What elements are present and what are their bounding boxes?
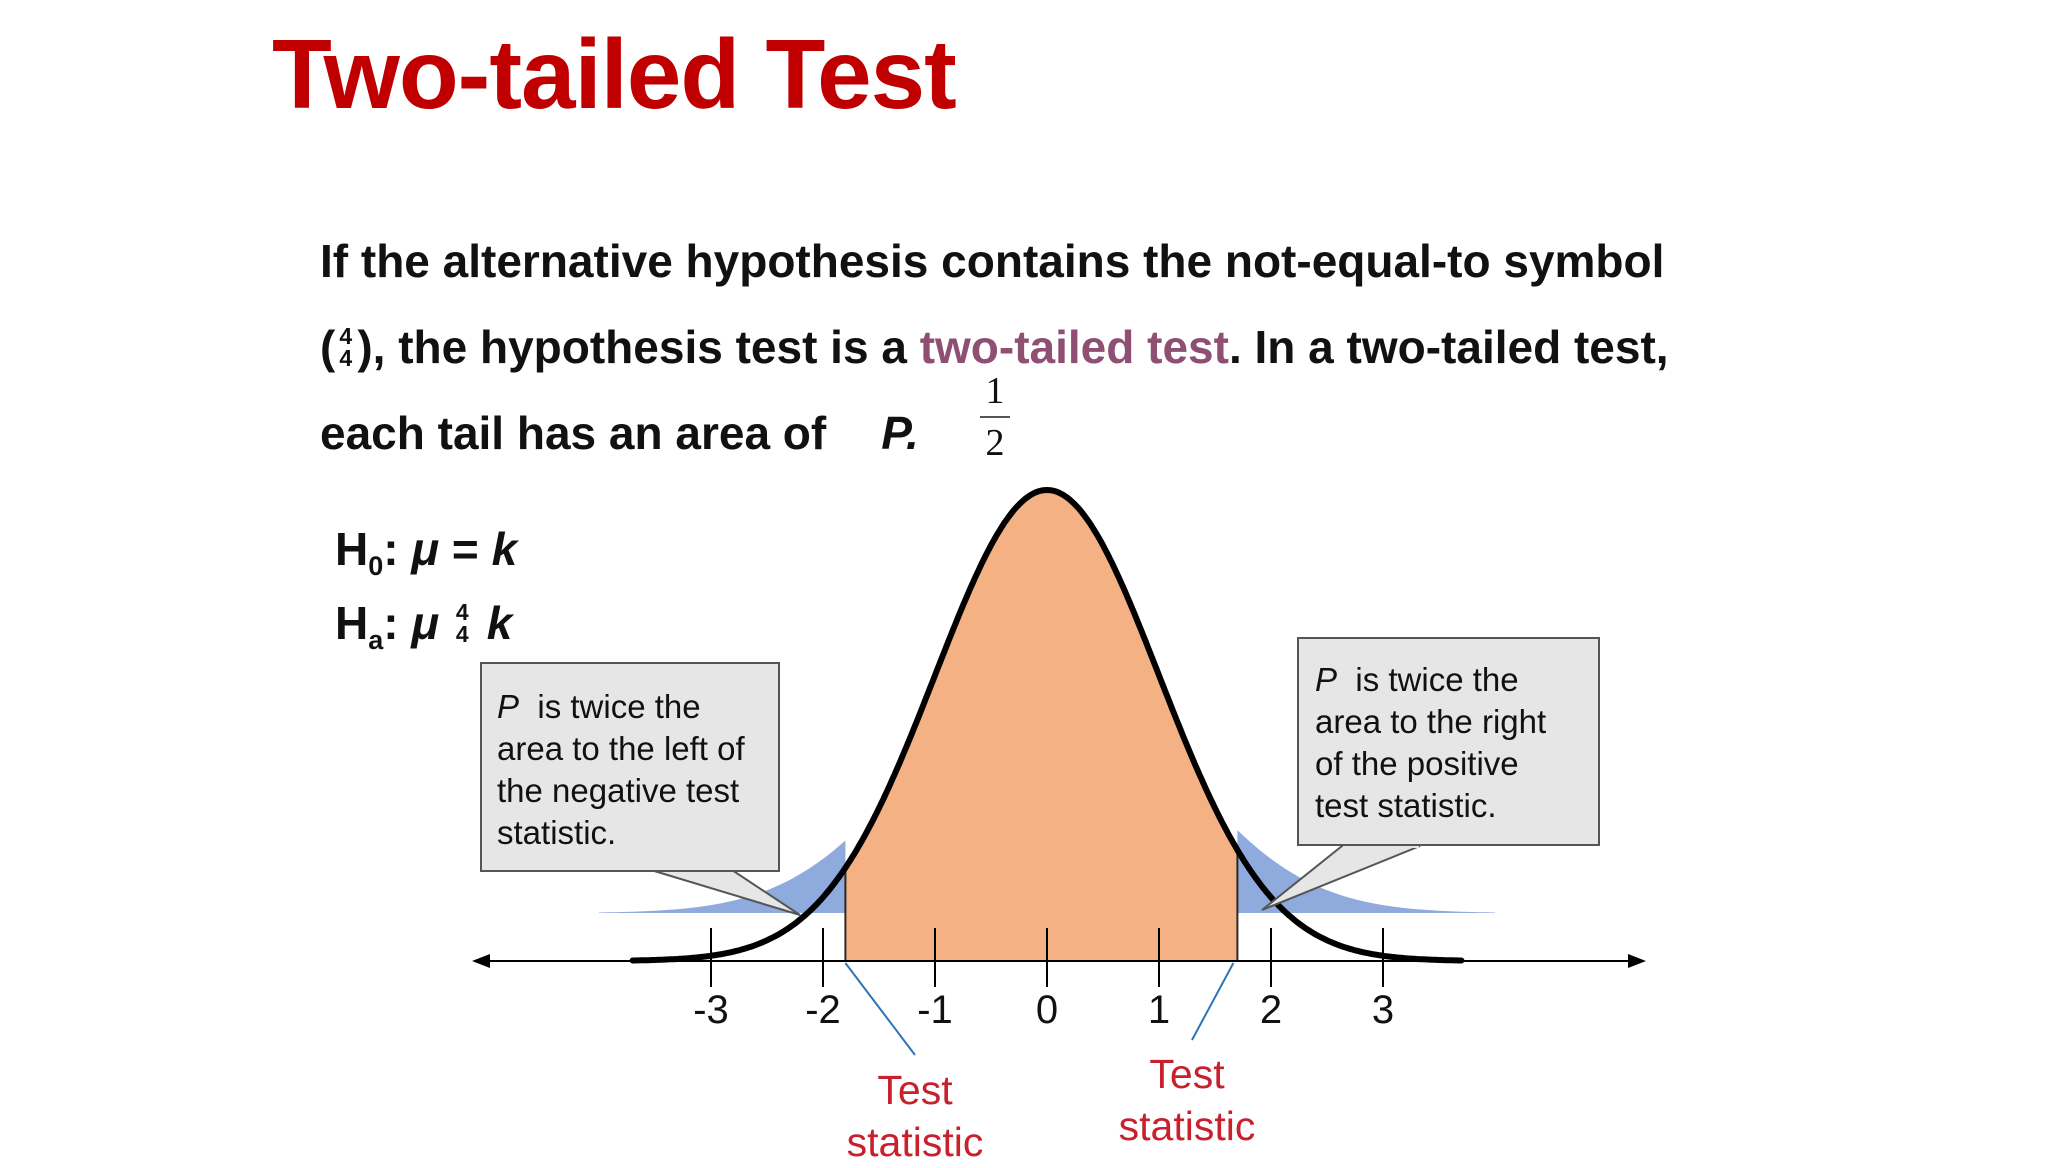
p-symbol: P. (881, 407, 919, 459)
line2-text-b: . In a two-tailed test, (1228, 321, 1669, 373)
open-paren: ( (320, 321, 336, 373)
left-tail-region (599, 840, 846, 913)
paragraph-line-1: If the alternative hypothesis contains t… (320, 235, 1665, 287)
axis-arrow-right (1628, 954, 1646, 968)
line3-text: each tail has an area of (320, 407, 827, 459)
paragraph-line-2: (4 4), the hypothesis test is a two-taile… (320, 324, 1669, 370)
test-statistic-label-left: Test statistic (846, 1067, 984, 1165)
callout-line: statistic. (497, 814, 617, 851)
tick-label: 1 (1147, 988, 1171, 1032)
two-tailed-test-highlight: two-tailed test (919, 321, 1229, 373)
callout-line: area to the right (1315, 703, 1547, 740)
null-hypothesis: H0: μ = k (335, 523, 518, 581)
tick-label: 3 (1371, 988, 1395, 1032)
callout-right: P is twice the area to the right of the … (1297, 637, 1600, 846)
normal-curve (629, 486, 1465, 964)
callout-line: area to the left of (497, 730, 745, 767)
callout-left: P is twice the area to the left of the n… (480, 662, 780, 872)
callout-line: the negative test (497, 772, 740, 809)
paragraph-line-3: each tail has an area of P. (320, 410, 919, 456)
test-statistic-label-right: Test statistic (1118, 1051, 1256, 1149)
fraction-bar (980, 416, 1010, 418)
tick-label: -3 (693, 988, 729, 1032)
tick-label: 0 (1035, 988, 1059, 1032)
axis-arrow-left (472, 954, 490, 968)
page-title: Two-tailed Test (272, 19, 957, 129)
callout-line: is twice the (1355, 661, 1519, 698)
test-statistic-pointer-left (844, 962, 916, 1056)
callout-p-symbol: P (497, 688, 520, 725)
line2-text-a: ), the hypothesis test is a (357, 321, 920, 373)
callout-line: of the positive (1315, 745, 1519, 782)
fraction-numerator: 1 (985, 370, 1005, 412)
callout-line: is twice the (537, 688, 701, 725)
callout-p-symbol: P (1315, 661, 1338, 698)
fraction-denominator: 2 (985, 422, 1005, 464)
tick-label: -2 (805, 988, 841, 1032)
callout-line: test statistic. (1315, 787, 1497, 824)
test-statistic-pointer-right (1191, 962, 1235, 1041)
tick-label: 2 (1259, 988, 1283, 1032)
tick-label: -1 (917, 988, 953, 1032)
